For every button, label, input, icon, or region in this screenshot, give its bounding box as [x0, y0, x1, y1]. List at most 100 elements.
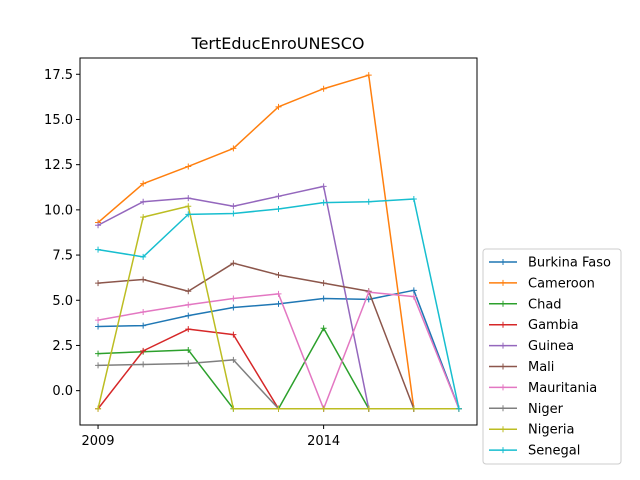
data-point	[230, 295, 237, 302]
series-mali	[95, 260, 462, 412]
legend-label: Guinea	[528, 339, 574, 354]
data-point	[320, 85, 327, 92]
x-tick-label: 2009	[81, 434, 114, 449]
legend-entry-guinea: Guinea	[489, 339, 574, 354]
legend: Burkina Faso Cameroon Chad Gambia Guinea Mali…	[482, 248, 622, 465]
data-point	[140, 253, 147, 260]
data-point	[230, 260, 237, 267]
legend-box	[482, 248, 622, 465]
legend-label: Gambia	[528, 318, 579, 333]
legend-marker	[500, 300, 506, 307]
data-point	[365, 289, 372, 296]
data-point	[185, 203, 192, 210]
data-point	[185, 360, 192, 367]
data-point	[95, 222, 102, 229]
legend-marker	[500, 447, 506, 454]
legend-label: Mauritania	[528, 381, 597, 396]
data-point	[95, 323, 102, 330]
data-point	[140, 322, 147, 329]
plot-area	[80, 58, 477, 425]
data-point	[95, 405, 102, 412]
data-point	[410, 196, 417, 203]
data-point	[320, 199, 327, 206]
data-point	[230, 210, 237, 217]
axis-layer: 0.0 2.5 5.0 7.5 10.0 12.5 15.0 17.5 2009 2014	[44, 68, 340, 449]
data-point	[320, 405, 327, 412]
data-point	[455, 405, 462, 412]
legend-marker	[500, 259, 506, 265]
legend-marker	[500, 384, 506, 391]
legend-marker	[500, 321, 506, 328]
legend-entry-niger: Niger	[489, 402, 564, 417]
legend-entry-nigeria: Nigeria	[489, 423, 575, 438]
data-point	[230, 405, 237, 412]
legend-label: Burkina Faso	[528, 256, 611, 271]
data-point	[95, 246, 102, 253]
legend-entry-cameroon: Cameroon	[489, 276, 595, 291]
data-point	[365, 72, 372, 79]
data-point	[230, 145, 237, 152]
data-point	[275, 193, 282, 200]
legend-marker	[500, 342, 506, 349]
legend-label: Cameroon	[528, 276, 595, 291]
data-point	[140, 276, 147, 283]
legend-label: Senegal	[528, 444, 580, 459]
legend-entry-mali: Mali	[489, 360, 554, 375]
data-point	[275, 103, 282, 110]
data-point	[95, 350, 102, 357]
legend-marker	[500, 426, 506, 433]
data-point	[275, 290, 282, 297]
y-tick-label: 0.0	[52, 384, 73, 399]
data-point	[365, 198, 372, 205]
legend-entry-gambia: Gambia	[489, 318, 579, 333]
data-point	[410, 287, 417, 294]
chart-title: TertEducEnroUNESCO	[191, 34, 365, 53]
legend-label: Chad	[528, 297, 562, 312]
data-point	[320, 325, 327, 332]
data-point	[140, 198, 147, 205]
data-point	[140, 309, 147, 316]
data-point	[365, 405, 372, 412]
data-point	[275, 405, 282, 412]
data-point	[320, 280, 327, 287]
x-tick-label: 2014	[307, 434, 340, 449]
data-point	[275, 271, 282, 278]
data-point	[185, 326, 192, 333]
data-point	[230, 203, 237, 210]
series-layer	[95, 72, 462, 412]
legend-marker	[500, 363, 506, 370]
y-tick-label: 15.0	[44, 113, 73, 128]
data-point	[230, 356, 237, 363]
data-point	[140, 361, 147, 368]
series-mauritania	[95, 289, 462, 412]
data-point	[185, 211, 192, 218]
y-tick-label: 12.5	[44, 158, 73, 173]
data-point	[320, 183, 327, 190]
data-point	[140, 347, 147, 354]
data-point	[95, 362, 102, 369]
data-point	[185, 195, 192, 202]
data-point	[185, 163, 192, 170]
y-tick-label: 10.0	[44, 203, 73, 218]
data-point	[185, 301, 192, 308]
plot-frame	[79, 57, 478, 426]
data-point	[275, 300, 282, 307]
y-tick-label: 17.5	[44, 68, 73, 83]
data-point	[320, 295, 327, 302]
data-point	[410, 405, 417, 412]
data-point	[185, 346, 192, 353]
data-point	[140, 214, 147, 221]
series-nigeria	[95, 203, 462, 412]
data-point	[275, 205, 282, 212]
series-senegal	[95, 196, 462, 412]
y-tick-label: 5.0	[52, 294, 73, 309]
legend-label: Nigeria	[528, 423, 575, 438]
data-point	[230, 304, 237, 311]
data-point	[185, 288, 192, 295]
data-point	[185, 312, 192, 319]
y-tick-label: 2.5	[52, 339, 73, 354]
data-point	[95, 280, 102, 287]
legend-marker	[500, 279, 506, 286]
legend-entry-burkina-faso: Burkina Faso	[489, 256, 611, 271]
